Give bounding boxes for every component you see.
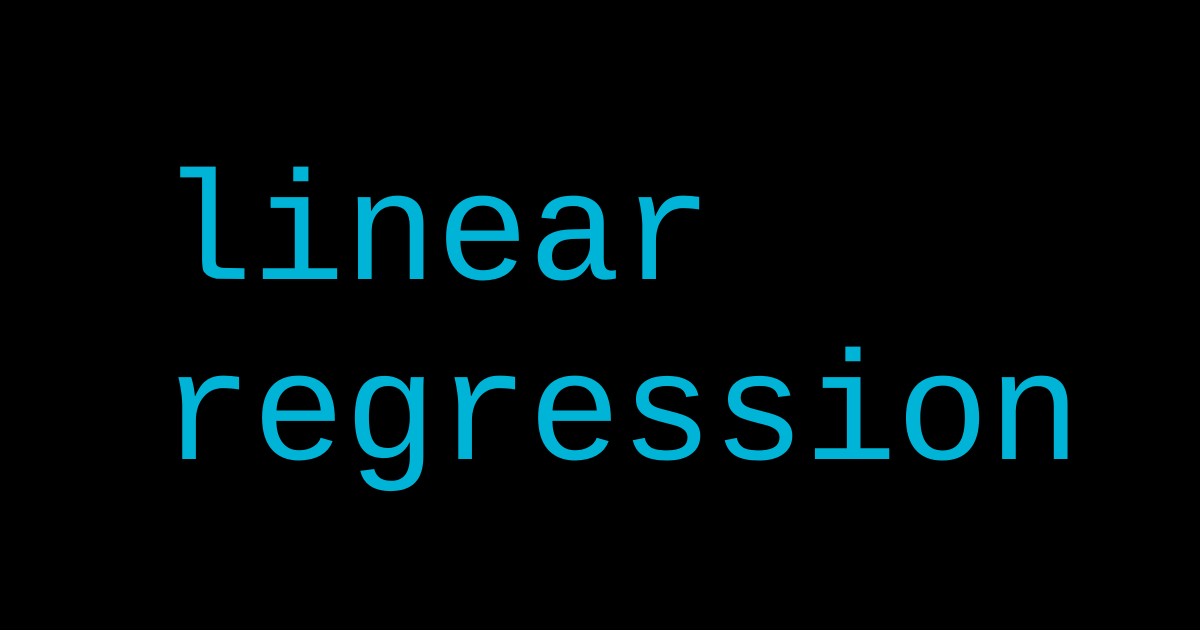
- title-line-1: linear: [160, 150, 713, 326]
- page-title: linear regression: [160, 148, 1160, 508]
- title-line-2: regression: [160, 330, 1081, 506]
